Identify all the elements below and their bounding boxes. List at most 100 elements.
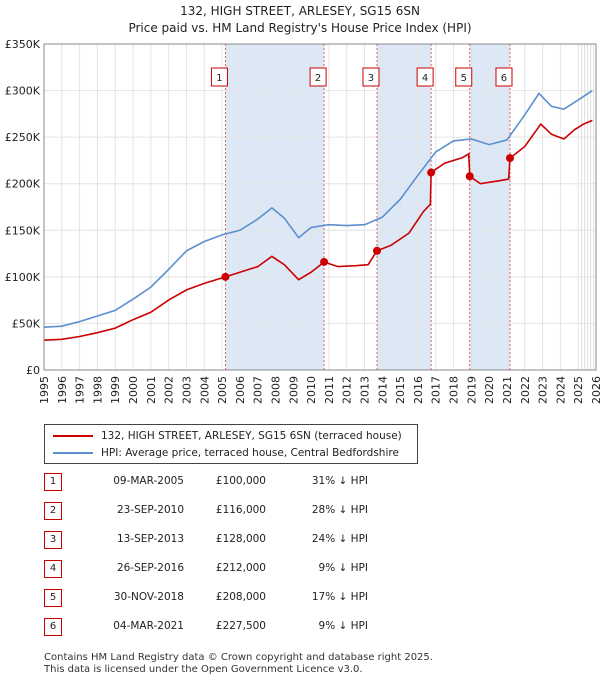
sale-point bbox=[320, 257, 329, 266]
x-tick-label: 2019 bbox=[465, 376, 478, 404]
sale-price: £212,000 bbox=[215, 562, 266, 574]
legend-item-property: 132, HIGH STREET, ARLESEY, SG15 6SN (ter… bbox=[53, 428, 402, 444]
shaded-period bbox=[469, 44, 510, 370]
x-tick-label: 2017 bbox=[430, 376, 443, 404]
sale-hpi-diff: 9% ↓ HPI bbox=[318, 562, 368, 574]
sale-date: 30-NOV-2018 bbox=[113, 591, 184, 603]
sale-marker-box bbox=[309, 67, 327, 87]
sale-date: 26-SEP-2016 bbox=[116, 562, 184, 574]
y-tick-label: £200K bbox=[5, 178, 41, 191]
chart-title: 132, HIGH STREET, ARLESEY, SG15 6SN bbox=[180, 4, 420, 18]
x-tick-label: 2009 bbox=[287, 376, 300, 404]
sale-number-badge: 5 bbox=[44, 589, 62, 607]
sale-hpi-diff: 9% ↓ HPI bbox=[318, 620, 368, 632]
sale-point bbox=[427, 168, 436, 177]
sale-marker-box bbox=[495, 67, 513, 87]
sale-marker-label: 6 bbox=[501, 73, 507, 84]
x-tick-label: 2008 bbox=[269, 376, 282, 404]
x-tick-label: 2000 bbox=[127, 376, 140, 404]
x-tick-label: 2024 bbox=[554, 376, 567, 404]
shaded-period bbox=[225, 44, 325, 370]
x-tick-label: 2012 bbox=[341, 376, 354, 404]
legend-swatch-property bbox=[53, 435, 93, 437]
sale-point bbox=[372, 246, 381, 255]
legend-item-hpi: HPI: Average price, terraced house, Cent… bbox=[53, 445, 399, 461]
sale-date: 23-SEP-2010 bbox=[116, 504, 184, 516]
sale-price: £227,500 bbox=[215, 620, 266, 632]
x-tick-label: 2013 bbox=[359, 376, 372, 404]
sale-number-badge: 2 bbox=[44, 502, 62, 520]
sale-number-badge: 4 bbox=[44, 560, 62, 578]
sale-marker-label: 2 bbox=[315, 73, 321, 84]
y-tick-label: £100K bbox=[5, 271, 41, 284]
x-tick-label: 2021 bbox=[501, 376, 514, 404]
x-tick-label: 2026 bbox=[590, 376, 600, 404]
sale-hpi-diff: 17% ↓ HPI bbox=[311, 591, 368, 603]
y-tick-label: £50K bbox=[12, 317, 41, 330]
sale-date: 04-MAR-2021 bbox=[113, 620, 184, 632]
y-tick-label: £250K bbox=[5, 131, 41, 144]
plot-frame bbox=[43, 43, 597, 371]
x-tick-label: 2014 bbox=[376, 376, 389, 404]
sale-marker-label: 1 bbox=[216, 73, 222, 84]
x-tick-label: 1995 bbox=[38, 376, 51, 404]
footer-copyright: Contains HM Land Registry data © Crown c… bbox=[44, 652, 433, 663]
chart-subtitle: Price paid vs. HM Land Registry's House … bbox=[128, 21, 472, 35]
sale-hpi-diff: 24% ↓ HPI bbox=[311, 533, 368, 545]
x-tick-label: 2005 bbox=[216, 376, 229, 404]
legend-label-property: 132, HIGH STREET, ARLESEY, SG15 6SN (ter… bbox=[101, 430, 402, 442]
sale-price: £100,000 bbox=[215, 475, 266, 487]
sale-point bbox=[221, 272, 230, 281]
x-tick-label: 2001 bbox=[145, 376, 158, 404]
sale-marker-box bbox=[210, 67, 228, 87]
chart-legend: 132, HIGH STREET, ARLESEY, SG15 6SN (ter… bbox=[44, 424, 418, 464]
x-tick-label: 2003 bbox=[180, 376, 193, 404]
sale-row: 1 09-MAR-2005 £100,000 31% ↓ HPI bbox=[44, 472, 464, 492]
sale-number-badge: 6 bbox=[44, 618, 62, 636]
x-tick-label: 2016 bbox=[412, 376, 425, 404]
sale-marker-box bbox=[362, 67, 380, 87]
sale-price: £128,000 bbox=[215, 533, 266, 545]
x-tick-label: 2025 bbox=[572, 376, 585, 404]
x-tick-label: 2007 bbox=[252, 376, 265, 404]
sale-number-badge: 3 bbox=[44, 531, 62, 549]
sale-row: 5 30-NOV-2018 £208,000 17% ↓ HPI bbox=[44, 588, 464, 608]
x-tick-label: 1996 bbox=[56, 376, 69, 404]
sale-marker-box bbox=[416, 67, 434, 87]
x-tick-label: 2023 bbox=[537, 376, 550, 404]
sale-number-badge: 1 bbox=[44, 473, 62, 491]
x-tick-label: 1997 bbox=[74, 376, 87, 404]
x-tick-label: 1999 bbox=[109, 376, 122, 404]
sale-price: £116,000 bbox=[215, 504, 266, 516]
y-tick-label: £350K bbox=[5, 38, 41, 51]
sale-point bbox=[505, 154, 514, 163]
legend-label-hpi: HPI: Average price, terraced house, Cent… bbox=[101, 447, 399, 459]
sale-marker-label: 3 bbox=[368, 73, 374, 84]
sale-row: 2 23-SEP-2010 £116,000 28% ↓ HPI bbox=[44, 501, 464, 521]
hpi-line bbox=[43, 89, 593, 328]
y-tick-label: £0 bbox=[26, 364, 40, 377]
x-tick-label: 2010 bbox=[305, 376, 318, 404]
x-tick-label: 2020 bbox=[483, 376, 496, 404]
sale-date: 13-SEP-2013 bbox=[116, 533, 184, 545]
sale-row: 4 26-SEP-2016 £212,000 9% ↓ HPI bbox=[44, 559, 464, 579]
sale-price: £208,000 bbox=[215, 591, 266, 603]
y-tick-label: £300K bbox=[5, 85, 41, 98]
x-tick-label: 2022 bbox=[519, 376, 532, 404]
x-tick-label: 2004 bbox=[198, 376, 211, 404]
sale-hpi-diff: 31% ↓ HPI bbox=[311, 475, 368, 487]
x-tick-label: 1998 bbox=[91, 376, 104, 404]
x-tick-label: 2006 bbox=[234, 376, 247, 404]
sale-marker-box bbox=[455, 67, 473, 87]
footer-licence: This data is licensed under the Open Gov… bbox=[44, 664, 363, 675]
sale-row: 3 13-SEP-2013 £128,000 24% ↓ HPI bbox=[44, 530, 464, 550]
shaded-period bbox=[376, 44, 432, 370]
x-tick-label: 2018 bbox=[448, 376, 461, 404]
x-tick-label: 2015 bbox=[394, 376, 407, 404]
x-tick-label: 2002 bbox=[163, 376, 176, 404]
sale-point bbox=[465, 172, 474, 181]
sale-hpi-diff: 28% ↓ HPI bbox=[311, 504, 368, 516]
legend-swatch-hpi bbox=[53, 452, 93, 454]
sale-marker-label: 4 bbox=[422, 73, 428, 84]
sale-date: 09-MAR-2005 bbox=[113, 475, 184, 487]
